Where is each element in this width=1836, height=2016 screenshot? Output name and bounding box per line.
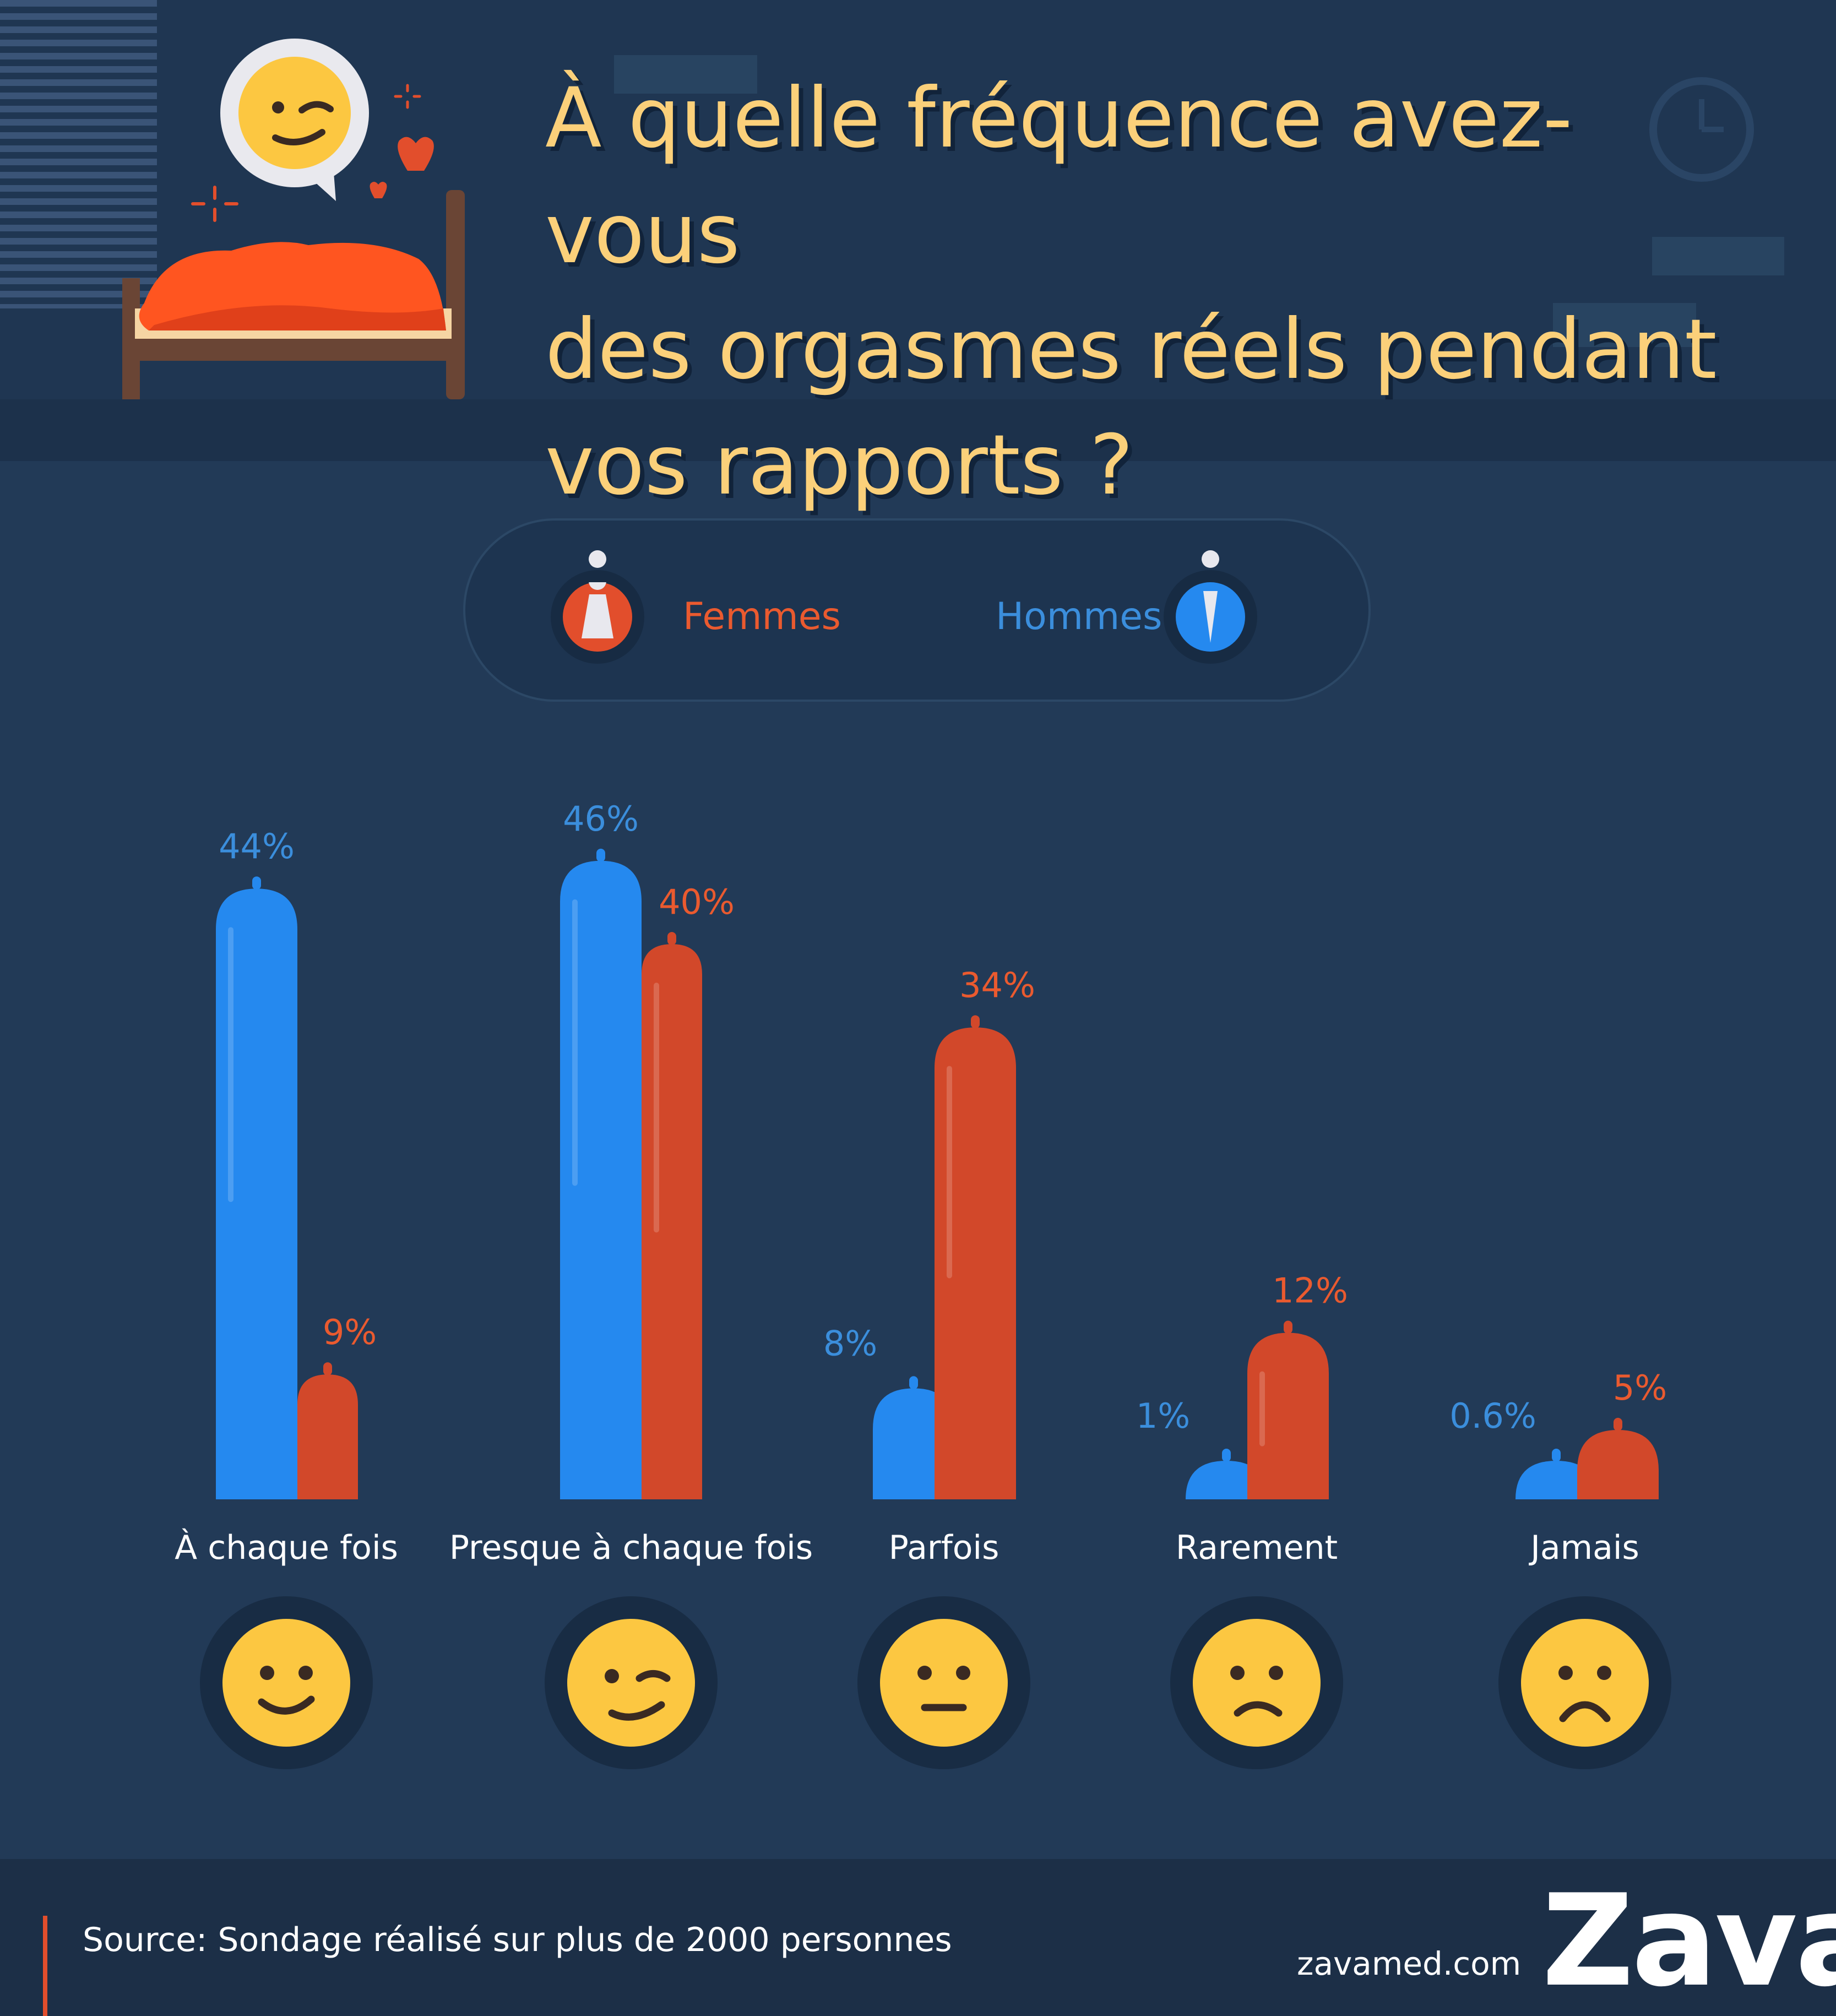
bar-women (1577, 1430, 1659, 1499)
thought-bubble-tail (308, 165, 336, 201)
sparkle-icon (394, 84, 421, 109)
bar-men (1515, 1461, 1597, 1499)
bar-men-highlight (228, 927, 233, 1202)
female-icon-head (589, 550, 606, 568)
heart-icon (370, 181, 387, 198)
value-label-women: 40% (659, 882, 735, 922)
source-note: Source: Sondage réalisé sur plus de 2000… (83, 1921, 952, 1959)
neutral-face-icon-eye (917, 1666, 932, 1680)
bar-women-tip (1284, 1320, 1292, 1334)
bar-women-tip (667, 932, 676, 945)
smile-icon (222, 1619, 350, 1747)
neutral-face-icon (880, 1619, 1008, 1747)
bar-women-tip (323, 1362, 332, 1376)
bar-women-tip (1614, 1418, 1622, 1431)
smile-icon-mouth (258, 1695, 315, 1715)
emoji-eye (272, 101, 284, 113)
emoji-mouth (272, 129, 325, 145)
wink-emoji-icon (238, 57, 351, 169)
smirk-icon-mouth (608, 1701, 665, 1721)
slight-frown-icon (1193, 1619, 1321, 1747)
category-label: Presque à chaque fois (449, 1529, 813, 1567)
neutral-face-icon-eye (956, 1666, 970, 1680)
bar-women (297, 1374, 358, 1499)
value-label-women: 12% (1272, 1271, 1348, 1311)
frown-icon-eye (1558, 1666, 1573, 1680)
bar-men-tip (252, 876, 261, 890)
title-line: vos rapports ? (545, 418, 1134, 513)
smirk-icon-eye (635, 1670, 671, 1682)
bar-women (1247, 1332, 1329, 1499)
smirk-icon (567, 1619, 695, 1747)
frown-icon-eye (1597, 1666, 1611, 1680)
value-label-men: 1% (1136, 1396, 1190, 1436)
header-floor (0, 399, 1836, 461)
male-icon (1164, 570, 1257, 664)
bar-men (216, 888, 297, 1499)
value-label-men: 46% (563, 799, 639, 839)
bar-women-highlight (654, 983, 659, 1233)
slight-frown-icon-eye (1230, 1666, 1245, 1680)
value-label-men: 0.6% (1449, 1396, 1536, 1436)
bar-women (935, 1027, 1016, 1499)
emoji-wink-eye (298, 101, 334, 113)
title-line: des orgasmes réels pendant (545, 302, 1717, 398)
sparkle-icon (191, 186, 238, 222)
bed-blanket (139, 242, 446, 330)
smile-icon-eye (298, 1666, 313, 1680)
value-label-men: 8% (823, 1323, 877, 1363)
bar-men-highlight (572, 899, 578, 1186)
heart-icon (398, 137, 434, 171)
site-link[interactable]: zavamed.com (1297, 1945, 1522, 1982)
bar-women-tip (971, 1015, 980, 1029)
legend-label-men: Hommes (996, 595, 1163, 638)
value-label-women: 9% (323, 1312, 377, 1352)
bar-men-tip (1552, 1449, 1561, 1462)
wall-decoration (614, 55, 757, 94)
value-label-women: 5% (1613, 1368, 1667, 1408)
bar-women-highlight (1259, 1371, 1265, 1446)
smile-icon-eye (260, 1666, 274, 1680)
bar-men-tip (909, 1376, 918, 1390)
frown-icon (1521, 1619, 1649, 1747)
brand-logo: Zava (1542, 1868, 1836, 2015)
wall-decoration (1553, 303, 1696, 347)
bar-women-highlight (947, 1066, 952, 1278)
smirk-icon-eye (605, 1669, 619, 1683)
bar-men-tip (596, 848, 605, 862)
bar-men-tip (1222, 1449, 1231, 1462)
bed-blanket-shade (149, 305, 446, 330)
footer-accent-line (43, 1916, 47, 2016)
category-label: À chaque fois (175, 1528, 398, 1567)
bar-women (642, 944, 702, 1499)
female-icon (551, 570, 644, 664)
bar-chart: 44% 9% À chaque fois 46% 40% Presque à chaque… (175, 799, 1671, 1769)
bar-men (1186, 1461, 1267, 1499)
footer (0, 1859, 1836, 2016)
page-title: À quelle fréquence avez-vous des orgasme… (545, 61, 1757, 523)
male-icon-head (1202, 550, 1219, 568)
frown-icon-mouth (1559, 1701, 1611, 1722)
wall-decoration (1652, 237, 1784, 275)
legend-label-women: Femmes (683, 595, 841, 638)
category-label: Jamais (1528, 1529, 1639, 1567)
slight-frown-icon-mouth (1234, 1701, 1283, 1717)
slight-frown-icon-eye (1269, 1666, 1283, 1680)
category-label: Rarement (1176, 1529, 1338, 1567)
window-blinds-decoration (0, 0, 157, 308)
value-label-men: 44% (219, 826, 295, 866)
title-line: À quelle fréquence avez-vous (545, 71, 1573, 282)
bed-frame (122, 339, 464, 361)
clock-decoration (1649, 77, 1754, 182)
category-label: Parfois (889, 1529, 1000, 1567)
value-label-women: 34% (959, 965, 1035, 1005)
bar-men (873, 1388, 954, 1499)
bed-illustration (122, 39, 465, 399)
bar-men (560, 860, 642, 1499)
